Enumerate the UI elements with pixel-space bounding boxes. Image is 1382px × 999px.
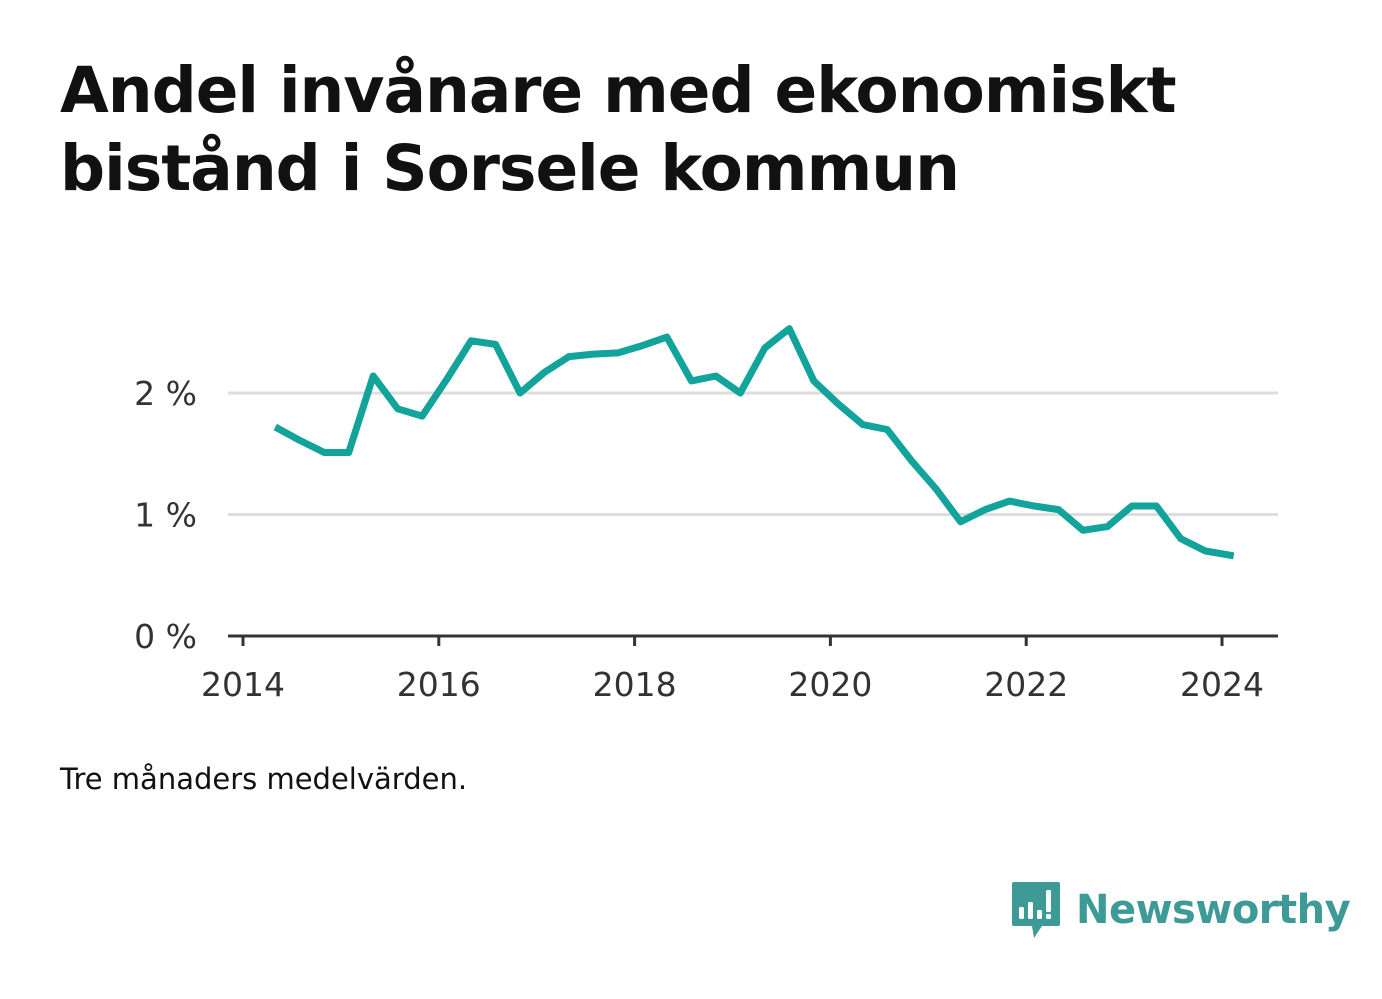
- y-tick-label: 1 %: [134, 496, 197, 535]
- chart-note: Tre månaders medelvärden.: [60, 762, 468, 796]
- x-tick-label: 2018: [593, 665, 677, 704]
- y-tick-label: 2 %: [134, 374, 197, 413]
- y-tick-labels: 0 % 1 % 2 %: [134, 374, 197, 656]
- x-tick-label: 2024: [1180, 665, 1264, 704]
- x-tick-label: 2020: [788, 665, 872, 704]
- bar-chart-speech-bubble-icon: [1012, 882, 1060, 938]
- x-tick-label: 2022: [984, 665, 1068, 704]
- series: [273, 325, 1235, 560]
- newsworthy-logo[interactable]: Newsworthy: [1010, 878, 1351, 942]
- gridlines: [228, 391, 1278, 516]
- x-tick-labels: 2014 2016 2018 2020 2022 2024: [201, 665, 1264, 704]
- brand-name: Newsworthy: [1076, 887, 1351, 933]
- x-tick-label: 2016: [397, 665, 481, 704]
- x-axis: [228, 634, 1278, 646]
- x-tick-label: 2014: [201, 665, 285, 704]
- series-line: [273, 325, 1235, 560]
- chart-title: Andel invånare med ekonomiskt bistånd i …: [60, 54, 1177, 205]
- y-tick-label: 0 %: [134, 617, 197, 656]
